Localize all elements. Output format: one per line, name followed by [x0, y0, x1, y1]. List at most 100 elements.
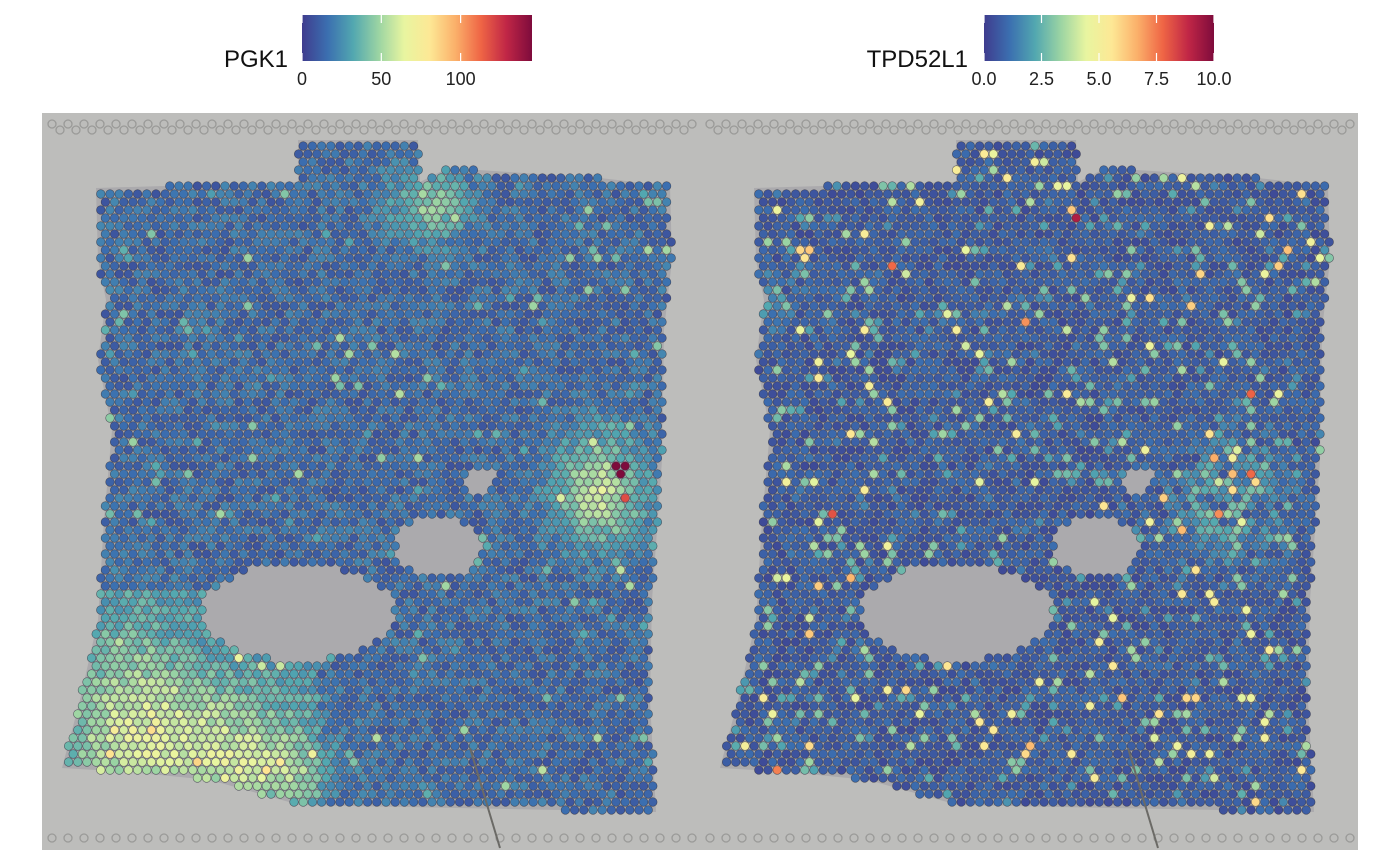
spot: [220, 421, 230, 431]
spot: [597, 469, 607, 479]
spot: [478, 565, 488, 575]
spot: [174, 693, 184, 703]
spot: [597, 757, 607, 767]
spot: [464, 717, 474, 727]
spot: [496, 789, 506, 799]
spot: [556, 621, 566, 631]
spot: [418, 461, 428, 471]
spot: [551, 245, 561, 255]
spot: [501, 333, 511, 343]
spot: [422, 293, 433, 303]
spot: [597, 245, 607, 255]
spot: [243, 333, 253, 343]
spot: [252, 381, 262, 391]
spot: [432, 181, 442, 191]
spot: [450, 421, 460, 431]
spot: [289, 189, 299, 199]
spot: [372, 221, 382, 231]
spot: [390, 301, 400, 311]
spot: [441, 357, 451, 367]
spot: [206, 301, 216, 311]
spot: [533, 325, 543, 335]
spot: [643, 597, 653, 607]
spot: [386, 693, 396, 703]
spot: [629, 525, 640, 535]
spot: [413, 613, 423, 623]
spot: [174, 661, 184, 671]
spot: [648, 413, 658, 423]
spot: [326, 317, 336, 327]
spot: [192, 389, 202, 399]
spot: [478, 741, 488, 751]
spot: [445, 653, 456, 663]
spot: [248, 485, 258, 495]
spot: [643, 405, 653, 415]
spot: [137, 373, 147, 383]
fiducial-dot: [519, 125, 529, 135]
spot: [344, 157, 354, 167]
spot: [551, 181, 561, 191]
spot: [271, 269, 281, 279]
spot: [326, 445, 336, 455]
spot: [455, 381, 465, 391]
spot: [468, 341, 479, 351]
spot: [404, 789, 414, 799]
spot: [615, 613, 626, 623]
spot: [137, 325, 147, 335]
spot: [634, 389, 644, 399]
spot: [298, 765, 308, 775]
spot: [565, 461, 575, 471]
spot: [643, 357, 653, 367]
spot: [390, 653, 400, 663]
spot: [353, 189, 364, 199]
spot: [979, 181, 989, 191]
spot: [197, 429, 207, 439]
spot: [395, 261, 405, 271]
spot: [275, 229, 285, 239]
spot: [574, 637, 584, 647]
spot: [634, 469, 644, 479]
spot: [133, 445, 143, 455]
spot: [514, 437, 525, 447]
spot: [326, 205, 336, 215]
spot: [289, 781, 299, 791]
spot: [197, 397, 207, 407]
spot: [390, 685, 400, 695]
fiducial-dot: [809, 125, 819, 135]
spot: [514, 229, 525, 239]
spot: [326, 685, 336, 695]
spot: [652, 373, 663, 383]
spot: [510, 349, 520, 359]
spot: [496, 581, 506, 591]
spot: [229, 485, 239, 495]
spot: [160, 365, 170, 375]
spot: [574, 525, 584, 535]
spot: [473, 493, 483, 503]
spot: [192, 645, 202, 655]
spot: [160, 269, 170, 279]
spot: [450, 165, 460, 175]
spot: [294, 181, 304, 191]
spot: [546, 381, 557, 391]
spot: [266, 693, 276, 703]
spot: [468, 565, 479, 575]
spot: [519, 205, 529, 215]
spot: [344, 749, 354, 759]
spot: [114, 701, 124, 711]
spot: [1002, 173, 1012, 183]
spot: [427, 189, 437, 199]
spot: [560, 805, 571, 815]
spot: [542, 421, 552, 431]
spot: [248, 421, 258, 431]
spot: [478, 421, 488, 431]
spot: [523, 581, 534, 591]
spot: [372, 429, 382, 439]
spot: [261, 301, 272, 311]
spot: [252, 317, 262, 327]
spot: [546, 749, 557, 759]
spot: [151, 749, 161, 759]
spot: [100, 597, 110, 607]
spot: [330, 341, 341, 351]
spot: [464, 637, 474, 647]
spot: [638, 621, 649, 631]
